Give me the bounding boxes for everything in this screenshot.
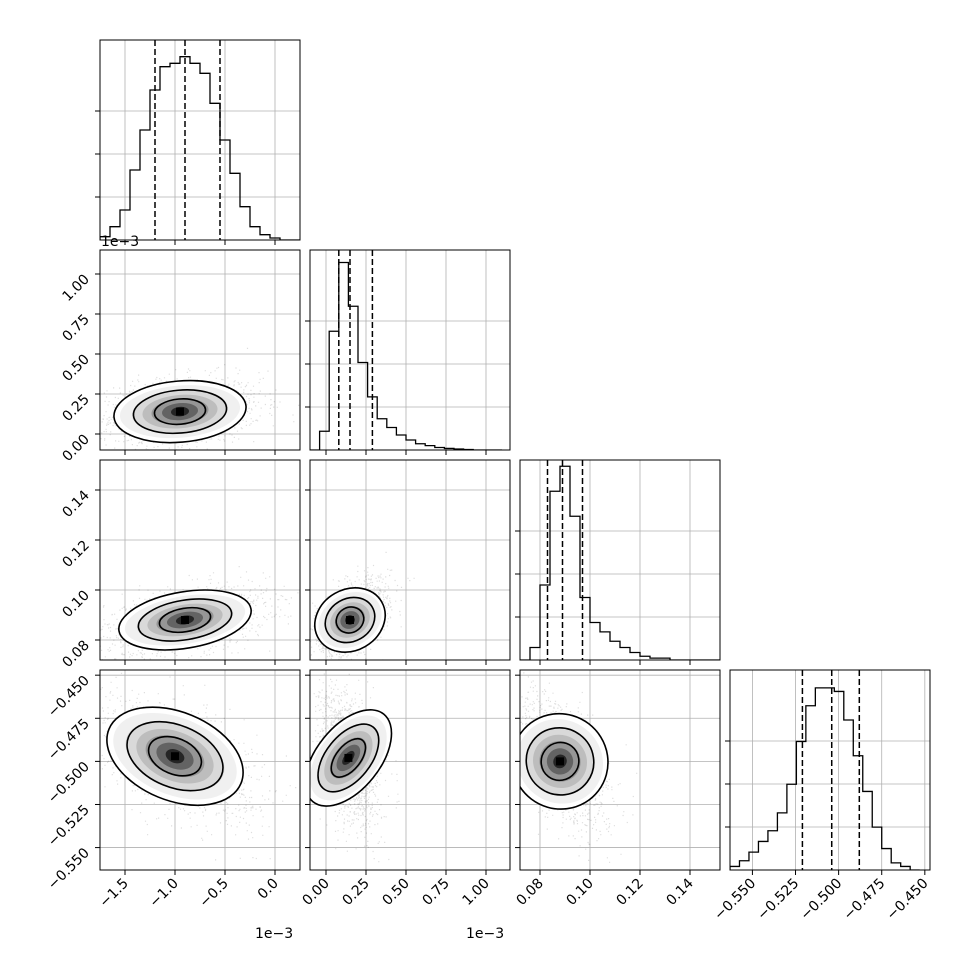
scatter-panel-0-2: 0.08 0.10 0.12 0.14: [59, 459, 301, 671]
x-tick-label: 0.0: [255, 876, 282, 903]
density-contour: [314, 587, 386, 653]
x-tick-label: 0.14: [663, 875, 696, 908]
x-tick-label: 1.00: [459, 876, 492, 909]
hist-panel-2: [515, 459, 721, 665]
x-tick-label: −0.475: [841, 876, 889, 924]
density-contour: [525, 727, 595, 796]
scatter-panel-2-3: 0.08 0.10 0.12 0.14: [513, 669, 721, 909]
hist-panel-3: −0.550−0.525−0.500−0.475−0.450: [711, 669, 932, 924]
x-tick-label: 0.25: [339, 876, 372, 909]
density-contour: [330, 737, 367, 778]
y-tick-label: −0.500: [45, 759, 93, 807]
density-contour: [153, 397, 207, 426]
histogram-step: [310, 261, 502, 450]
density-peak: [346, 616, 354, 624]
y-tick-label: −0.450: [45, 673, 93, 721]
panel-border: [309, 459, 511, 661]
density-contour: [147, 735, 203, 777]
x-tick-label: 0.10: [563, 876, 596, 909]
y-tick-label: 0.50: [59, 352, 92, 385]
scatter-panel-0-3: −1.5 −1.0 −0.5 0.0 −0.550−0.525−0.500−0.475−…: [45, 669, 301, 911]
x-tick-label: −0.5: [196, 876, 231, 911]
density-contour: [106, 706, 244, 807]
density-contour: [520, 712, 609, 810]
scatter-panel-0-1: 0.00 0.25 0.50 0.75 1.00: [59, 249, 301, 465]
y-tick-label: 0.10: [59, 588, 92, 621]
hist-panel-1: [305, 249, 511, 455]
scatter-panel-1-2: [305, 459, 511, 665]
panel-border: [519, 459, 721, 661]
y-tick-label: 0.12: [59, 538, 92, 571]
density-contour: [540, 741, 580, 782]
y-tick-label: 0.08: [59, 638, 92, 671]
histogram-step: [730, 687, 920, 870]
scatter-panel-1-3: 0.00 0.25 0.50 0.75 1.00: [299, 669, 511, 909]
x-tick-label: −0.450: [884, 876, 932, 924]
x-tick-label: −1.0: [146, 876, 181, 911]
density-contour: [158, 606, 212, 634]
hist-panel-0: [95, 39, 301, 245]
panel-border: [519, 669, 721, 871]
y-tick-label: −0.550: [45, 845, 93, 893]
y-tick-label: −0.525: [45, 802, 93, 850]
panel-border: [99, 669, 301, 871]
density-peak: [181, 616, 189, 624]
x-tick-label: −0.500: [797, 876, 845, 924]
panel-border: [309, 669, 511, 871]
panel-border: [99, 39, 301, 241]
scatter-points: [310, 670, 400, 863]
density-contour: [126, 720, 224, 792]
x-tick-label: −0.550: [711, 876, 759, 924]
density-contour: [113, 379, 247, 444]
x-tick-label: 0.00: [299, 876, 332, 909]
panel-border: [729, 669, 931, 871]
x-tick-label: 0.50: [379, 876, 412, 909]
density-contour: [137, 598, 233, 642]
histogram-step: [100, 56, 300, 240]
density-contour: [317, 723, 380, 793]
x-offset-label-param-1: 1e−3: [466, 926, 504, 942]
x-tick-label: 0.75: [419, 876, 452, 909]
y-tick-label: 0.14: [59, 487, 92, 520]
y-tick-label: 0.75: [59, 312, 92, 345]
density-contour: [324, 596, 376, 644]
density-peak: [176, 407, 184, 416]
panel-border: [99, 249, 301, 451]
y-offset-label-param-1: 1e−3: [101, 234, 139, 250]
x-tick-label: 0.12: [613, 876, 646, 909]
density-peak: [344, 753, 353, 762]
density-peak: [556, 757, 564, 766]
density-contour: [132, 389, 228, 435]
y-tick-label: −0.475: [45, 716, 93, 764]
x-tick-label: 0.08: [513, 876, 546, 909]
density-contour: [118, 589, 252, 651]
x-tick-label: −0.525: [754, 876, 802, 924]
y-tick-label: 0.00: [59, 432, 92, 465]
y-tick-label: 1.00: [59, 272, 92, 305]
panel-border: [99, 459, 301, 661]
panel-border: [309, 249, 511, 451]
x-tick-label: −1.5: [96, 876, 131, 911]
y-tick-label: 0.25: [59, 392, 92, 425]
x-offset-label-param-0: 1e−3: [255, 926, 293, 942]
density-contour: [335, 606, 365, 634]
density-contour: [310, 709, 393, 807]
density-peak: [171, 752, 179, 761]
histogram-step: [520, 465, 720, 660]
